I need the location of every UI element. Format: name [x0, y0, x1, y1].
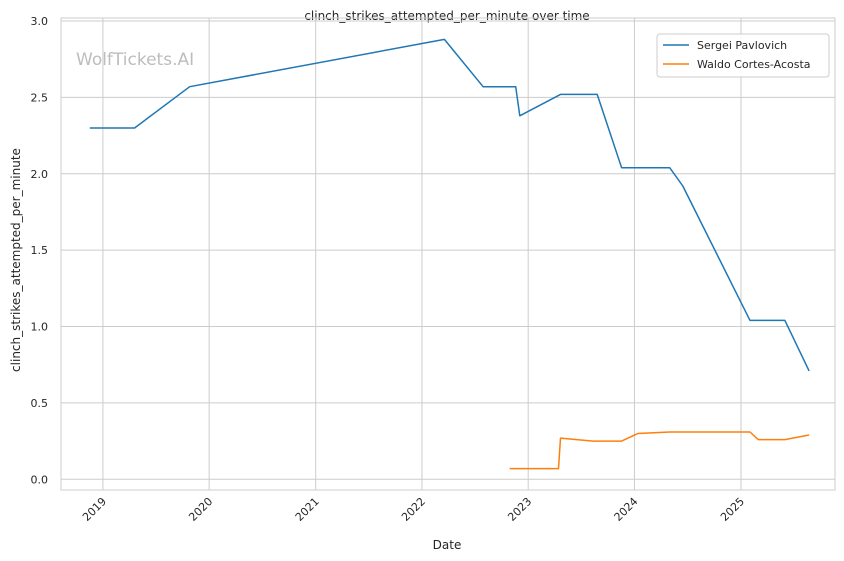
y-tick-label: 0.5 [31, 397, 49, 410]
y-tick-labels: 0.0 0.5 1.0 1.5 2.0 2.5 3.0 [31, 15, 49, 486]
legend-label-sergei-pavlovich: Sergei Pavlovich [697, 39, 787, 52]
series-line-waldo-cortes-acosta [509, 431, 810, 470]
y-axis-label: clinch_strikes_attempted_per_minute [9, 148, 23, 372]
plot-frame [60, 17, 836, 491]
legend-box [656, 33, 830, 78]
series-lines [89, 38, 810, 470]
y-tick-label: 2.0 [31, 168, 49, 181]
series-line-sergei-pavlovich [89, 38, 810, 372]
y-tick-label: 2.5 [31, 91, 49, 104]
grid [61, 18, 835, 490]
y-tick-label: 1.5 [31, 244, 49, 257]
y-tick-label: 0.0 [31, 473, 49, 486]
x-axis-label: Date [433, 538, 462, 552]
chart-title: clinch_strikes_attempted_per_minute over… [304, 9, 589, 23]
watermark-text: WolfTickets.AI [76, 50, 194, 70]
legend: Sergei Pavlovich Waldo Cortes-Acosta [656, 33, 830, 78]
y-tick-label: 3.0 [31, 15, 49, 28]
legend-label-waldo-cortes-acosta: Waldo Cortes-Acosta [697, 58, 811, 71]
y-tick-label: 1.0 [31, 321, 49, 334]
